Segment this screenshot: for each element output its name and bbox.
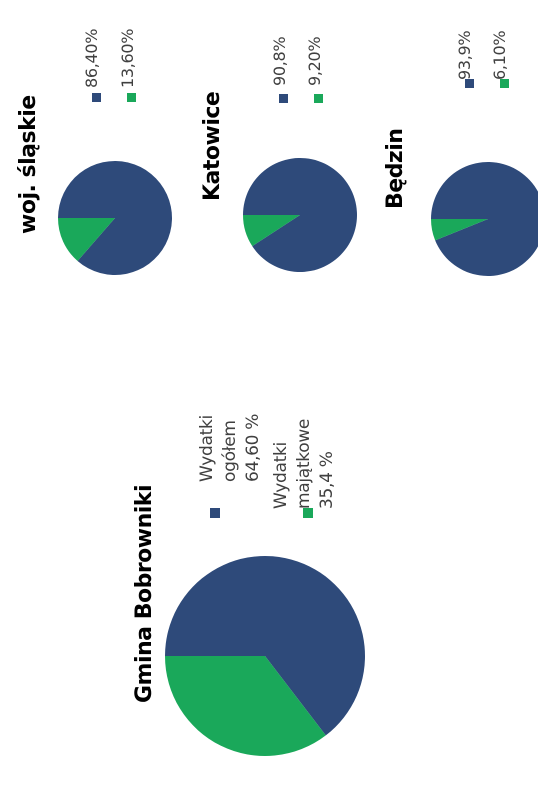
chart-title-bedzin: Będzin [383, 128, 408, 209]
legend-swatch-katowice-green [314, 94, 323, 103]
pie-slice-bobrowniki-ogolem [165, 555, 365, 736]
legend-swatch-bobrowniki-majatkowe [303, 508, 313, 518]
legend-line: Wydatki [271, 442, 291, 509]
chart-title-bobrowniki: Gmina Bobrowniki [132, 485, 157, 703]
legend-swatch-bedzin-green [500, 79, 509, 88]
legend-line: ogółem [220, 420, 240, 482]
legend-swatch-slaskie-green [127, 93, 136, 102]
legend-line: Wydatki [197, 415, 217, 482]
legend-line: 35,4 % [317, 451, 337, 509]
legend-swatch-slaskie-blue [92, 93, 101, 102]
legend-swatch-bobrowniki-ogolem [210, 508, 220, 518]
legend-slaskie-1: 86,40% [82, 28, 101, 88]
chart-title-slaskie: woj. śląskie [16, 95, 41, 234]
legend-line: majątkowe [294, 418, 314, 509]
pie-slice-katowice-blue [242, 157, 357, 272]
legend-bobrowniki-1: Wydatki ogółem 64,60 % [196, 414, 265, 482]
pie-slice-slaskie-green [57, 218, 115, 261]
legend-swatch-katowice-blue [279, 94, 288, 103]
pie-slice-slaskie-blue [58, 161, 172, 276]
legend-slaskie-2: 13,60% [118, 28, 137, 88]
pie-slice-bedzin-blue [431, 162, 538, 276]
legend-swatch-bedzin-blue [465, 79, 474, 88]
pie-slice-bedzin-green [431, 219, 488, 241]
chart-title-katowice: Katowice [200, 91, 225, 201]
pie-slice-katowice-green [243, 215, 300, 247]
pie-slice-bobrowniki-majatkowe [165, 656, 326, 756]
legend-line: 64,60 % [243, 413, 263, 482]
legend-katowice-2: 9,20% [305, 36, 324, 86]
legend-bobrowniki-2: Wydatki majątkowe 35,4 % [270, 419, 339, 509]
legend-bedzin-2: 6,10% [490, 30, 509, 80]
legend-bedzin-1: 93,9% [455, 30, 474, 80]
legend-katowice-1: 90,8% [270, 36, 289, 86]
